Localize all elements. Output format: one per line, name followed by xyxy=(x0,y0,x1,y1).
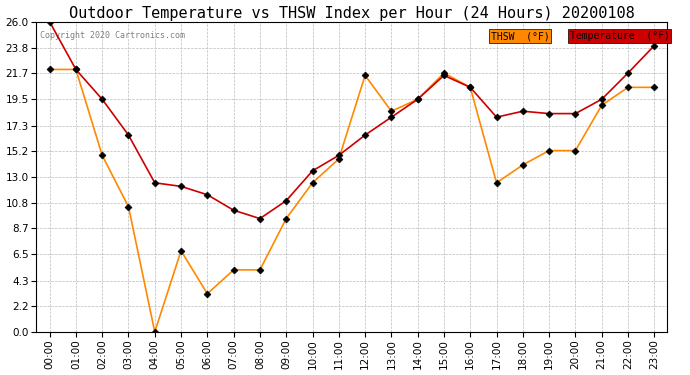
Title: Outdoor Temperature vs THSW Index per Hour (24 Hours) 20200108: Outdoor Temperature vs THSW Index per Ho… xyxy=(69,6,635,21)
Text: Temperature  (°F): Temperature (°F) xyxy=(570,31,669,41)
Text: Copyright 2020 Cartronics.com: Copyright 2020 Cartronics.com xyxy=(39,31,185,40)
Text: THSW  (°F): THSW (°F) xyxy=(491,31,549,41)
